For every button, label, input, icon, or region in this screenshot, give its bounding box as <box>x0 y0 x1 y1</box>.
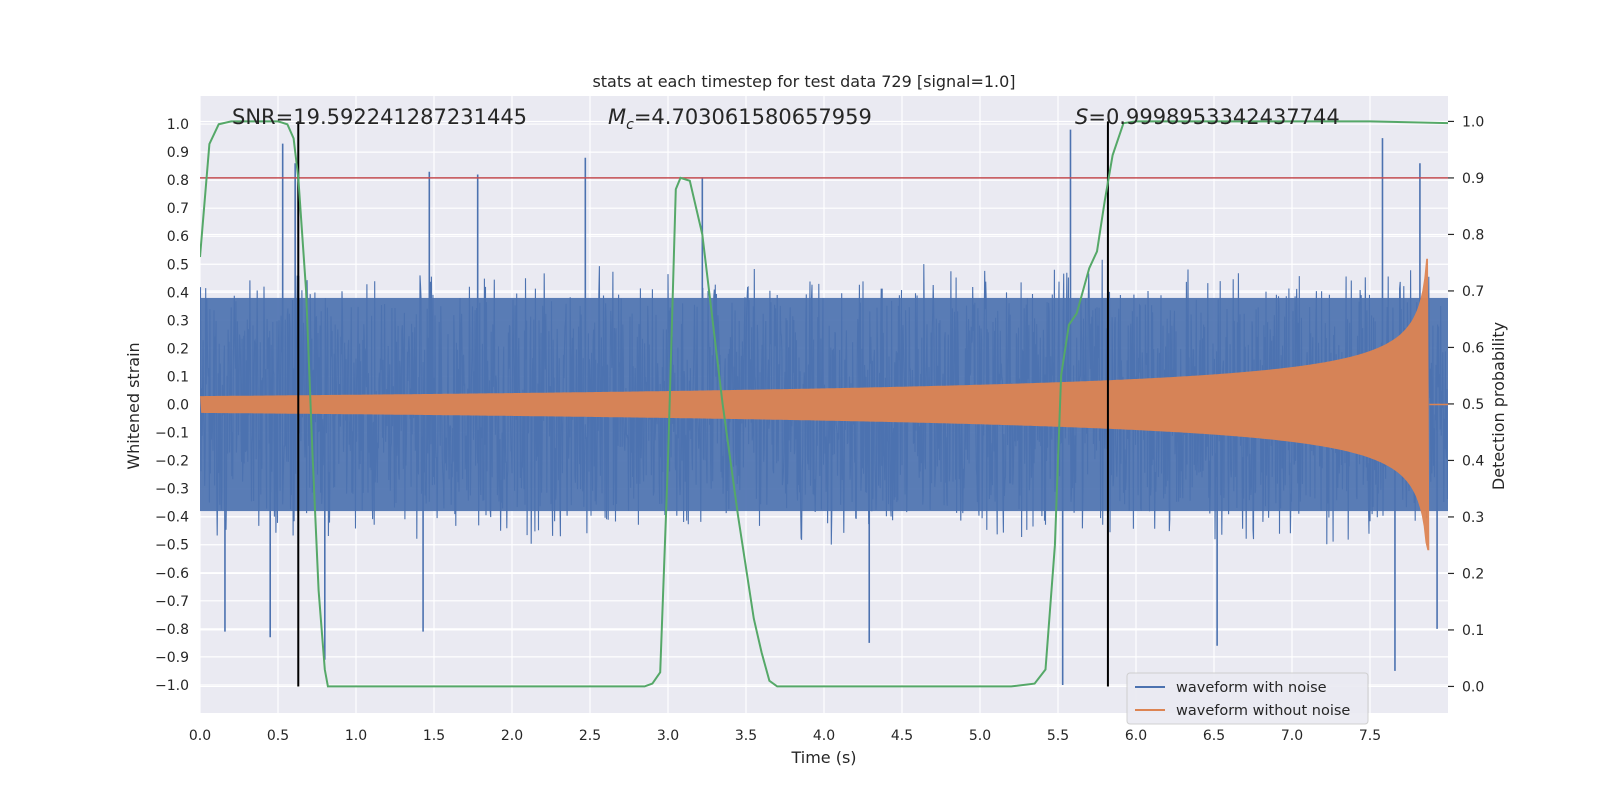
x-tick-label: 1.0 <box>345 728 367 744</box>
legend-label-noisy: waveform with noise <box>1176 680 1327 696</box>
y2-tick-label: 0.0 <box>1462 679 1484 695</box>
x-tick-label: 0.0 <box>189 728 211 744</box>
s-value: =0.9998953342437744 <box>1088 105 1339 129</box>
chirp-mass-annotation: Mc=4.703061580657959 <box>608 105 872 133</box>
y2-tick-label: 1.0 <box>1462 114 1484 130</box>
y2-tick-label: 0.4 <box>1462 453 1484 469</box>
x-tick-label: 2.5 <box>579 728 601 744</box>
chirp-mass-symbol: M <box>608 105 626 129</box>
x-tick-label: 3.5 <box>735 728 757 744</box>
s-symbol: S <box>1075 105 1088 129</box>
y2-tick-label: 0.6 <box>1462 340 1484 356</box>
legend-box <box>1126 672 1369 725</box>
y2-tick-label: 0.3 <box>1462 510 1484 526</box>
snr-annotation: SNR=19.592241287231445 <box>232 105 527 129</box>
x-tick-label: 6.5 <box>1203 728 1225 744</box>
clean-waveform-envelope <box>200 258 1430 551</box>
detection-probability-line <box>200 120 1448 688</box>
y-tick-label: −0.1 <box>155 426 189 442</box>
x-tick-label: 3.0 <box>657 728 679 744</box>
y-tick-label: −0.9 <box>155 650 189 666</box>
y-tick-label: −0.4 <box>155 510 189 526</box>
y2-tick-label: 0.5 <box>1462 397 1484 413</box>
y-tick-label: 0.0 <box>167 398 189 414</box>
y-tick-label: −0.2 <box>155 454 189 470</box>
waveform-without-noise-series <box>200 258 1448 551</box>
y2-axis-ticks: 1.0 0.9 0.8 0.7 0.6 0.5 0.4 0.3 0.2 0.1 0.0 <box>1448 114 1484 695</box>
x-tick-label: 0.5 <box>267 728 289 744</box>
x-tick-label: 4.5 <box>891 728 913 744</box>
y-tick-label: −0.3 <box>155 482 189 498</box>
y-tick-label: 0.9 <box>167 145 189 161</box>
y-tick-label: 0.4 <box>167 285 189 301</box>
y2-tick-label: 0.8 <box>1462 227 1484 243</box>
x-tick-label: 4.0 <box>813 728 835 744</box>
y-tick-label: −0.7 <box>155 594 189 610</box>
x-tick-label: 2.0 <box>501 728 523 744</box>
y-tick-label: −0.6 <box>155 566 189 582</box>
y-tick-label: 1.0 <box>167 117 189 133</box>
y2-tick-label: 0.7 <box>1462 284 1484 300</box>
x-tick-label: 1.5 <box>423 728 445 744</box>
y-tick-label: −0.8 <box>155 622 189 638</box>
y-tick-label: 0.5 <box>167 257 189 273</box>
chart-title: stats at each timestep for test data 729… <box>592 72 1015 91</box>
x-tick-label: 5.5 <box>1047 728 1069 744</box>
legend: waveform with noise waveform without noi… <box>1126 672 1369 725</box>
y-tick-label: −1.0 <box>155 678 189 694</box>
x-axis-ticks: 0.0 0.5 1.0 1.5 2.0 2.5 3.0 3.5 4.0 4.5 5.0 5.5 6.0 6… <box>189 728 1381 744</box>
legend-label-clean: waveform without noise <box>1176 703 1350 719</box>
y-tick-label: 0.7 <box>167 201 189 217</box>
y-tick-label: 0.8 <box>167 173 189 189</box>
y2-tick-label: 0.9 <box>1462 171 1484 187</box>
y2-tick-label: 0.1 <box>1462 623 1484 639</box>
x-tick-label: 7.5 <box>1359 728 1381 744</box>
plot-layer <box>200 120 1448 688</box>
y-tick-label: 0.3 <box>167 313 189 329</box>
y-tick-label: 0.1 <box>167 369 189 385</box>
chirp-mass-subscript: c <box>626 117 634 133</box>
y-axis-ticks: 1.0 0.9 0.8 0.7 0.6 0.5 0.4 0.3 0.2 0.1 0.0 −0.1 −0.… <box>155 117 189 694</box>
y-axis-label: Whitened strain <box>124 342 143 469</box>
chirp-mass-value: =4.703061580657959 <box>634 105 872 129</box>
x-tick-label: 7.0 <box>1281 728 1303 744</box>
y-tick-label: 0.2 <box>167 341 189 357</box>
s-annotation: S=0.9998953342437744 <box>1075 105 1340 129</box>
y2-tick-label: 0.2 <box>1462 566 1484 582</box>
x-tick-label: 6.0 <box>1125 728 1147 744</box>
y2-axis-label: Detection probability <box>1489 322 1508 490</box>
x-axis-label: Time (s) <box>790 748 856 767</box>
y-tick-label: −0.5 <box>155 538 189 554</box>
x-tick-label: 5.0 <box>969 728 991 744</box>
y-tick-label: 0.6 <box>167 229 189 245</box>
